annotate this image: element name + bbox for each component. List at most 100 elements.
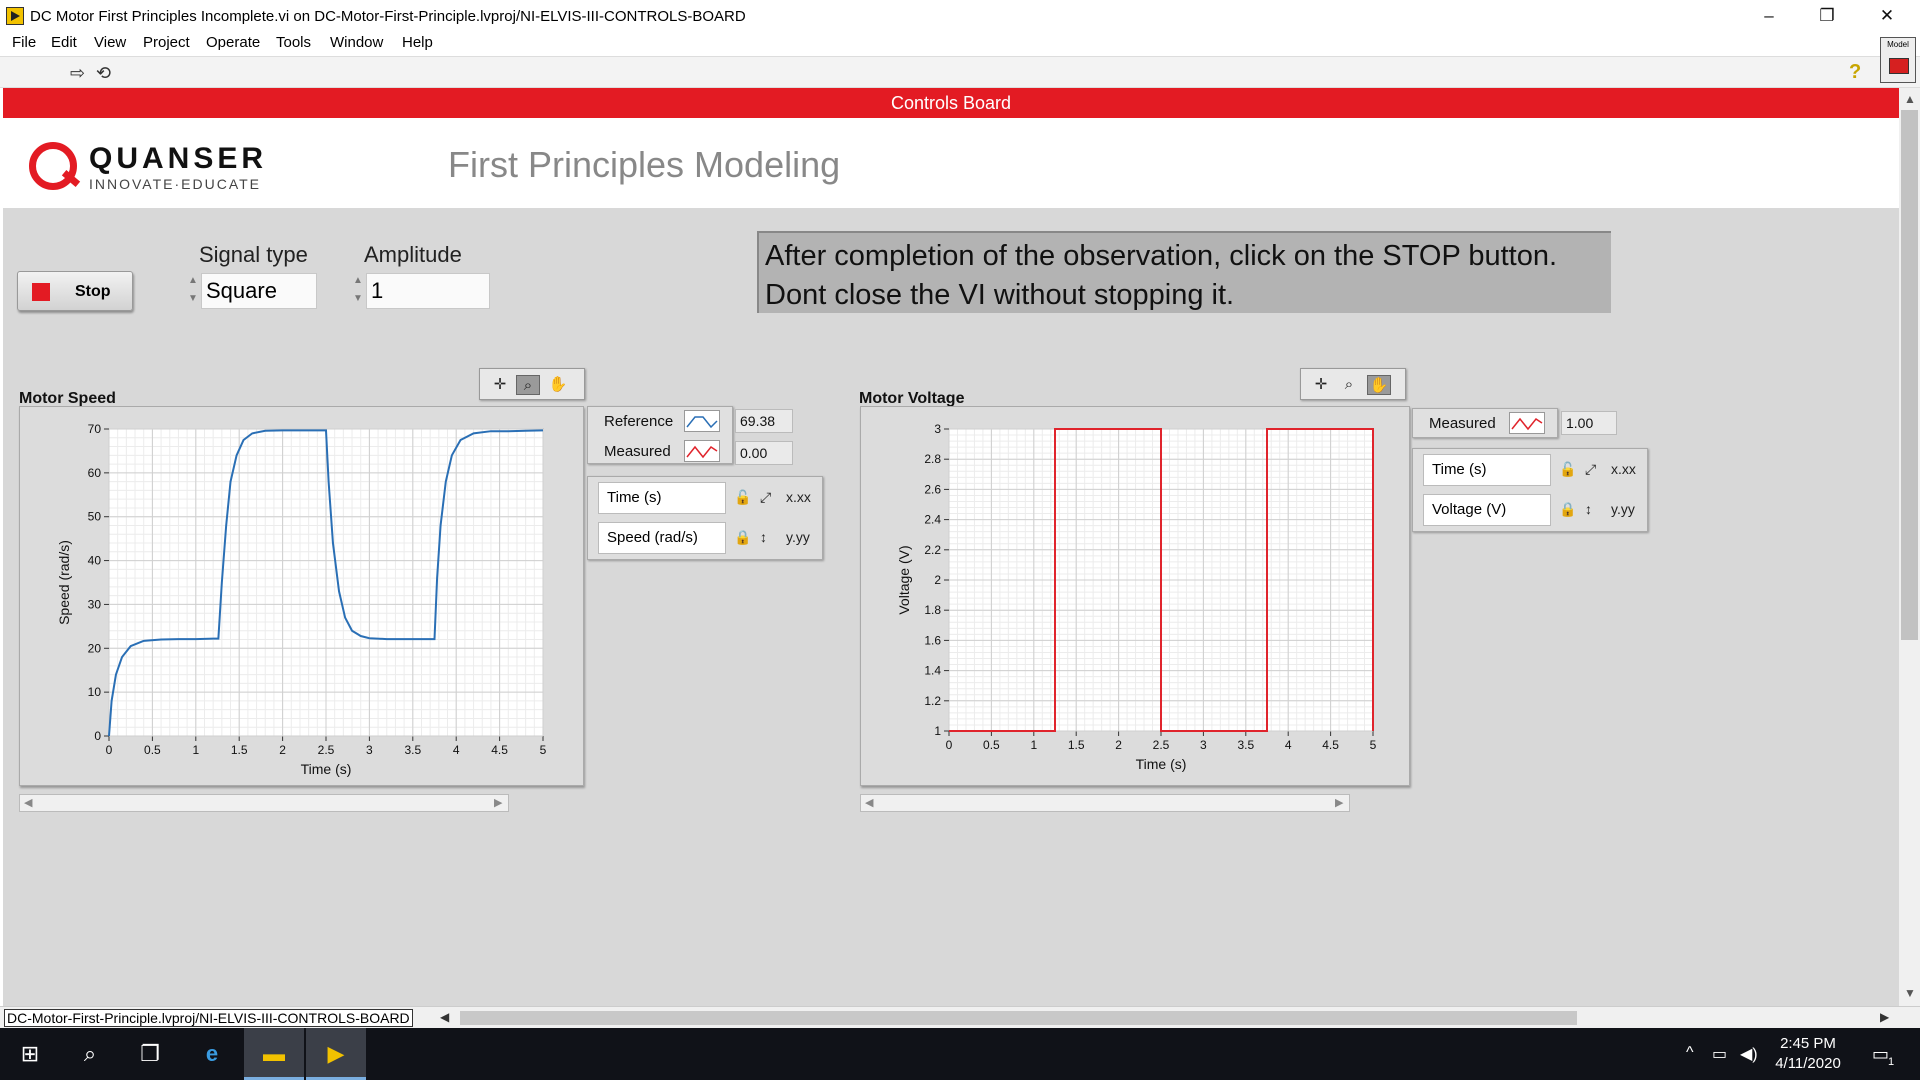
show-hidden-icons-icon[interactable]: ^ (1686, 1044, 1694, 1061)
voltage-chart: 0 0.5 1 1.5 2 2.5 3 3.5 4 4.5 5 1 1.2 1.4 1.6 1.8 2 2.2 2.… (896, 422, 1377, 772)
speed-scale-legend: Time (s) 🔓 ⤢ x.xx Speed (rad/s) 🔒 ↕ y.yy (587, 476, 823, 560)
amplitude-stepper[interactable]: ▲ ▼ (352, 273, 364, 309)
menu-help[interactable]: Help (402, 34, 433, 51)
lock-icon[interactable]: 🔒 (1559, 501, 1577, 517)
run-arrow-icon[interactable]: ⇨ (70, 63, 86, 83)
menu-project[interactable]: Project (143, 34, 190, 51)
scroll-right-icon[interactable]: ▶ (494, 797, 503, 809)
task-view-icon[interactable]: ❐ (140, 1041, 160, 1066)
system-clock[interactable]: 2:45 PM 4/11/2020 (1762, 1034, 1854, 1074)
reference-value: 69.38 (735, 409, 793, 433)
zoom-icon[interactable]: ⌕ (516, 375, 540, 395)
series-line (108, 429, 544, 737)
scroll-left-icon[interactable]: ◀ (24, 797, 33, 809)
format-x-icon[interactable]: x.xx (1611, 461, 1636, 477)
lock-icon[interactable]: 🔓 (734, 489, 752, 505)
increment-arrow-icon[interactable]: ▲ (188, 275, 198, 286)
menu-edit[interactable]: Edit (51, 34, 77, 51)
menu-window[interactable]: Window (330, 34, 384, 51)
amplitude-label: Amplitude (364, 242, 462, 267)
scroll-right-icon[interactable]: ▶ (1335, 797, 1344, 809)
lock-icon[interactable]: 🔓 (1559, 461, 1577, 477)
zoom-icon[interactable]: ⌕ (1344, 376, 1354, 393)
pan-hand-icon[interactable]: ✋ (1367, 375, 1391, 395)
menu-view[interactable]: View (94, 34, 127, 51)
menu-tools[interactable]: Tools (276, 34, 312, 51)
vertical-scrollbar[interactable]: ▲ ▼ (1899, 88, 1920, 1006)
notification-icon[interactable]: ▭ (1872, 1044, 1890, 1064)
autoscale-x-icon[interactable]: ⤢ (1585, 461, 1597, 477)
x-tick-label: 4 (1285, 738, 1292, 752)
x-scale-name[interactable]: Time (s) (1423, 454, 1551, 486)
scroll-right-icon[interactable]: ▶ (1880, 1010, 1890, 1024)
signal-type-field[interactable]: Square (201, 273, 317, 309)
amplitude-field[interactable]: 1 (366, 273, 490, 309)
increment-arrow-icon[interactable]: ▲ (353, 275, 363, 286)
y-tick-label: 1.6 (924, 633, 941, 647)
scroll-thumb[interactable] (1901, 110, 1918, 640)
internet-explorer-icon[interactable]: e (205, 1041, 219, 1066)
cursor-move-icon[interactable]: ✛ (1314, 376, 1328, 393)
y-axis-label: Speed (rad/s) (56, 540, 72, 625)
x-tick-label: 1 (192, 743, 199, 757)
format-x-icon[interactable]: x.xx (786, 489, 811, 505)
search-icon[interactable]: ⌕ (83, 1041, 97, 1066)
speed-graph-scrollbar[interactable]: ◀ ▶ (19, 794, 509, 812)
y-tick-label: 30 (88, 597, 102, 611)
y-tick-label: 2.6 (924, 482, 941, 496)
pan-hand-icon[interactable]: ✋ (548, 376, 568, 393)
y-scale-name[interactable]: Speed (rad/s) (598, 522, 726, 554)
autoscale-y-icon[interactable]: ↕ (760, 529, 767, 545)
line-swatch-icon (684, 440, 720, 462)
network-icon[interactable]: ▭ (1712, 1046, 1728, 1063)
file-explorer-icon[interactable]: ▬ (244, 1028, 304, 1080)
decrement-arrow-icon[interactable]: ▼ (353, 293, 363, 304)
format-y-icon[interactable]: y.yy (786, 529, 810, 545)
instruction-note: After completion of the observation, cli… (757, 231, 1611, 313)
menu-operate[interactable]: Operate (206, 34, 261, 51)
lock-icon[interactable]: 🔒 (734, 529, 752, 545)
scroll-up-icon[interactable]: ▲ (1904, 92, 1916, 106)
run-continuous-icon[interactable]: ⟲ (96, 63, 112, 83)
speed-graph[interactable]: 0 0.5 1 1.5 2 2.5 3 3.5 4 4.5 5 0 10 20 30 40 50 60 70 Time… (19, 406, 584, 786)
scroll-left-icon[interactable]: ◀ (440, 1010, 450, 1024)
format-y-icon[interactable]: y.yy (1611, 501, 1635, 517)
labview-icon[interactable]: ▶ (306, 1028, 366, 1080)
horizontal-scroll-thumb[interactable] (460, 1011, 1577, 1025)
page-title: First Principles Modeling (448, 144, 841, 185)
minimize-button[interactable]: – (1764, 6, 1774, 25)
autoscale-x-icon[interactable]: ⤢ (760, 489, 772, 505)
cursor-move-icon[interactable]: ✛ (493, 376, 507, 393)
signal-type-stepper[interactable]: ▲ ▼ (187, 273, 199, 309)
series-line (949, 428, 1374, 732)
voltage-graph-scrollbar[interactable]: ◀ ▶ (860, 794, 1350, 812)
volume-icon[interactable]: ◀) (1740, 1046, 1758, 1063)
model-label: Model (1887, 40, 1909, 49)
menu-file[interactable]: File (12, 34, 37, 51)
scroll-down-icon[interactable]: ▼ (1904, 986, 1916, 1000)
help-icon[interactable]: ? (1849, 61, 1862, 83)
y-scale-name[interactable]: Voltage (V) (1423, 494, 1551, 526)
speed-plot-legend: Reference Measured (587, 406, 733, 464)
close-button[interactable]: ✕ (1879, 6, 1895, 25)
stop-button[interactable]: Stop (17, 271, 133, 311)
x-tick-label: 2.5 (318, 743, 335, 757)
model-icon[interactable]: Model (1880, 37, 1916, 83)
decrement-arrow-icon[interactable]: ▼ (188, 293, 198, 304)
x-tick-label: 0 (946, 738, 953, 752)
x-tick-label: 0.5 (144, 743, 161, 757)
x-scale-name[interactable]: Time (s) (598, 482, 726, 514)
voltage-scale-legend: Time (s) 🔓 ⤢ x.xx Voltage (V) 🔒 ↕ y.yy (1412, 448, 1648, 532)
restore-button[interactable]: ❐ (1819, 6, 1835, 25)
autoscale-y-icon[interactable]: ↕ (1585, 501, 1592, 517)
windows-start-icon[interactable]: ⊞ (20, 1041, 40, 1066)
scroll-left-icon[interactable]: ◀ (865, 797, 874, 809)
x-axis-label: Time (s) (1136, 756, 1187, 772)
voltage-graph-title: Motor Voltage (859, 390, 965, 407)
x-tick-label: 2 (279, 743, 286, 757)
y-tick-label: 40 (88, 554, 102, 568)
voltage-graph-palette: ✛ ⌕ ✋ (1300, 368, 1406, 400)
voltage-graph[interactable]: 0 0.5 1 1.5 2 2.5 3 3.5 4 4.5 5 1 1.2 1.4 1.6 1.8 2 2.2 2.… (860, 406, 1410, 786)
vi-icon (1889, 58, 1909, 74)
clock-date: 4/11/2020 (1775, 1055, 1841, 1072)
